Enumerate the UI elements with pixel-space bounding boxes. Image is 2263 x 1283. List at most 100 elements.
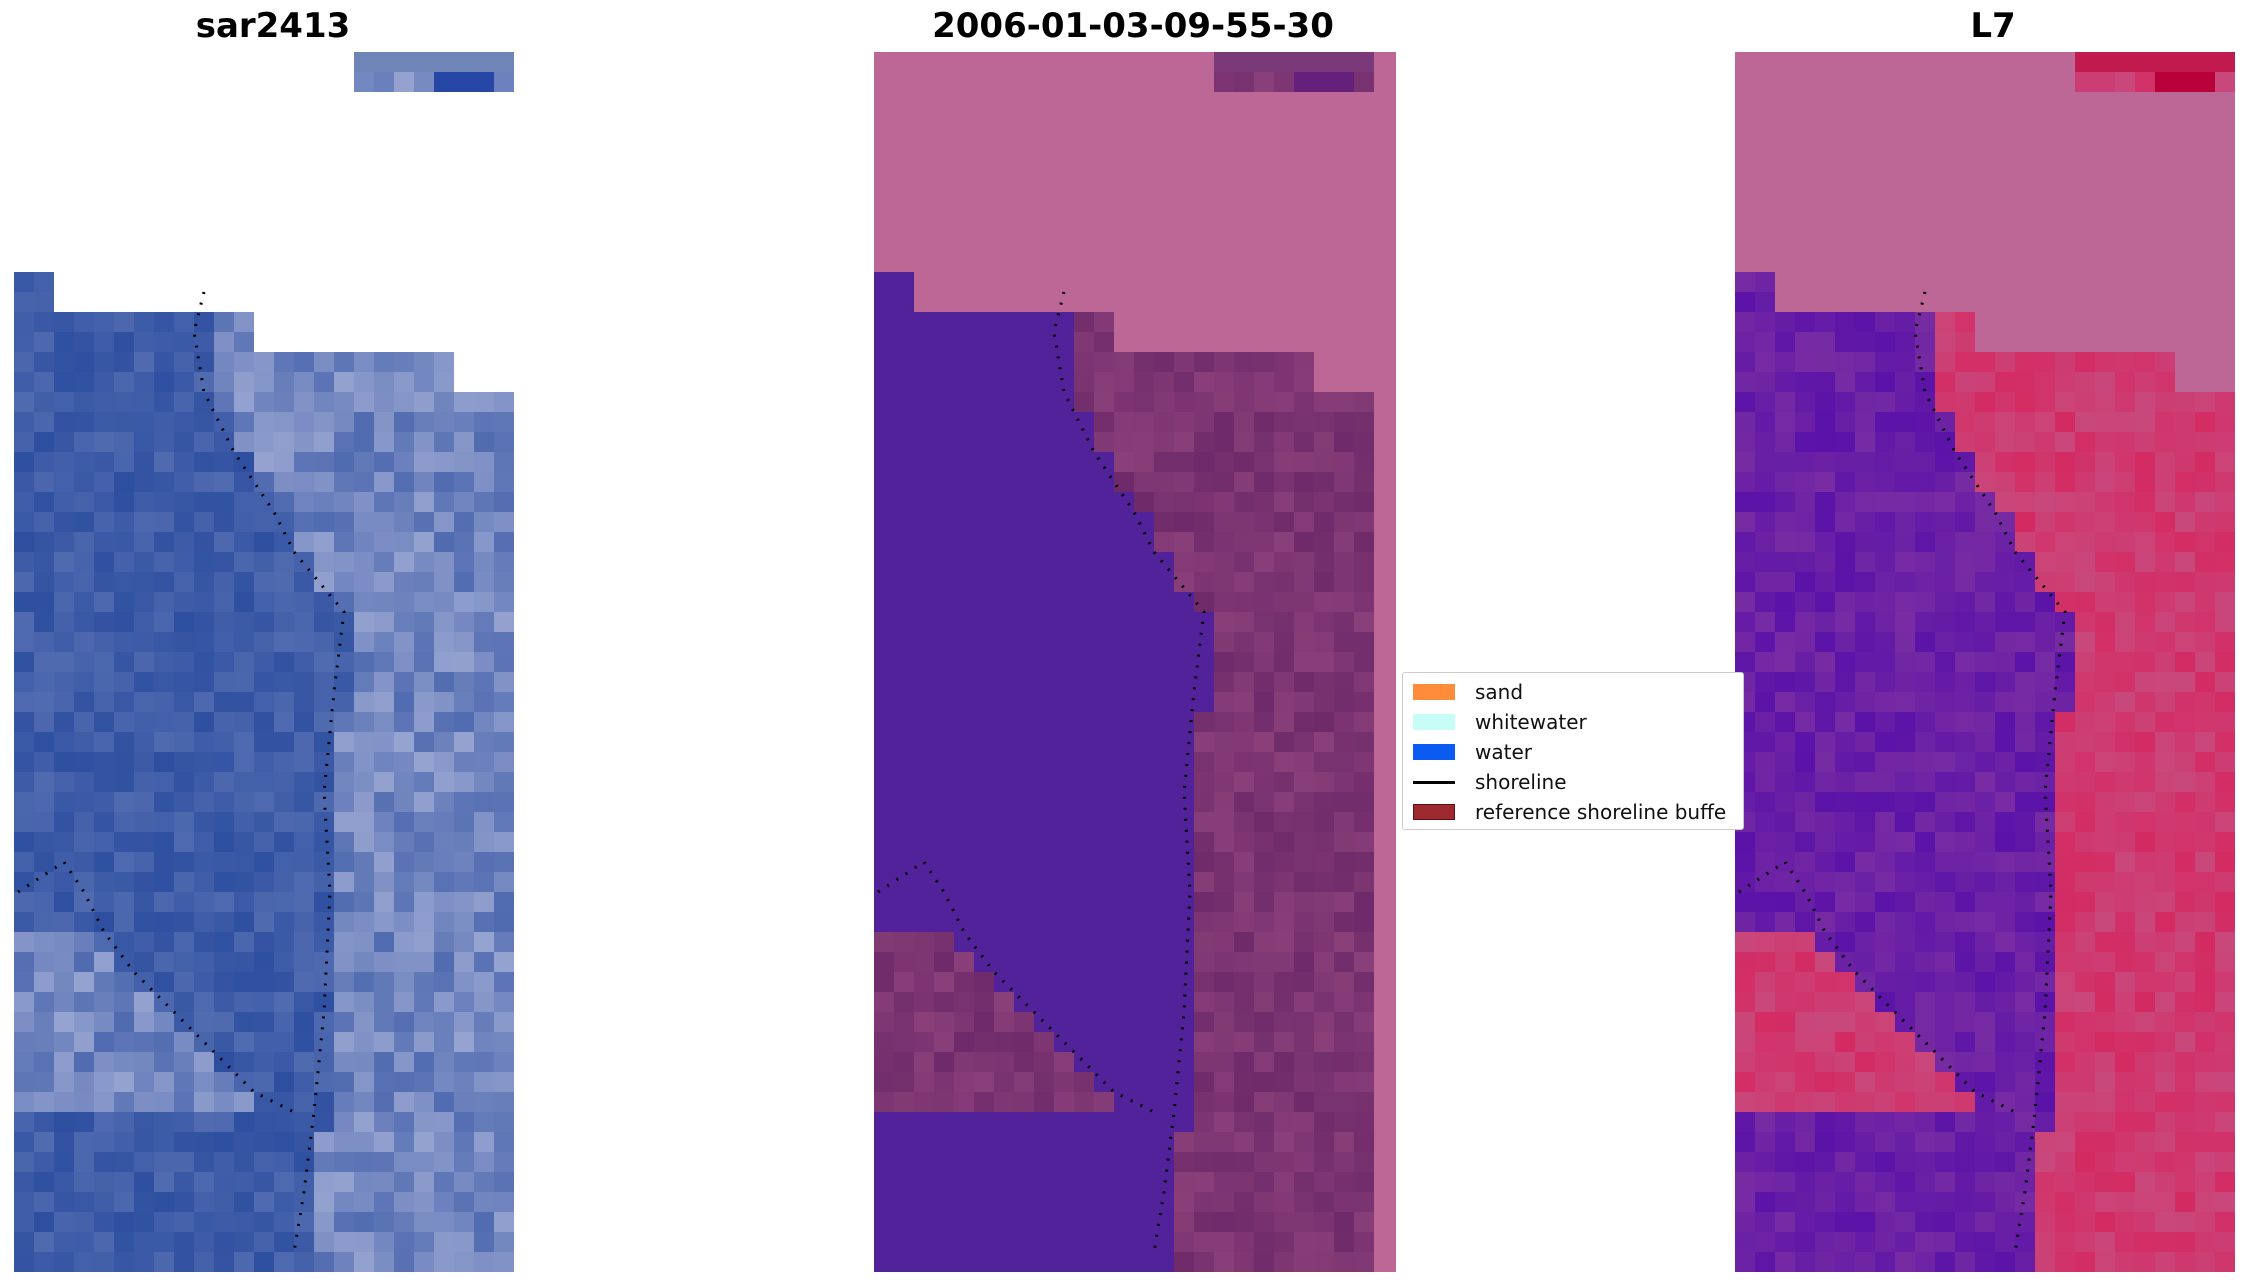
pixel [414, 1132, 434, 1152]
pixel [2215, 612, 2235, 632]
pixel [1014, 772, 1034, 792]
pixel [1735, 432, 1755, 452]
pixel [2015, 1252, 2035, 1272]
pixel [1194, 372, 1214, 392]
pixel [454, 552, 474, 572]
pixel [1074, 1252, 1094, 1272]
pixel [1795, 432, 1815, 452]
pixel [934, 312, 954, 332]
pixel [954, 972, 974, 992]
pixel [1895, 132, 1915, 152]
pixel [434, 72, 494, 92]
pixel [54, 1252, 74, 1272]
pixel [1975, 52, 1995, 72]
pixel [74, 952, 94, 972]
pixel [1755, 1092, 1775, 1112]
pixel [2015, 372, 2035, 392]
pixel [1114, 592, 1134, 612]
pixel [954, 292, 974, 312]
pixel [274, 852, 294, 872]
legend-item-reference-buffer: reference shoreline buffe [1413, 800, 1726, 824]
pixel [1855, 792, 1875, 812]
pixel [1795, 572, 1815, 592]
pixel [414, 72, 434, 92]
pixel [1234, 1192, 1254, 1212]
pixel [1815, 552, 1835, 572]
pixel [974, 172, 994, 192]
pixel [1174, 992, 1194, 1012]
pixel [1094, 592, 1114, 612]
pixel [1314, 992, 1334, 1012]
pixel [374, 532, 394, 552]
pixel [1975, 292, 1995, 312]
pixel [1054, 932, 1074, 952]
pixel [1975, 612, 1995, 632]
pixel [994, 572, 1014, 592]
pixel [1214, 872, 1234, 892]
pixel [174, 332, 194, 352]
pixel [1835, 52, 1855, 72]
pixel [1074, 652, 1094, 672]
pixel [1935, 352, 1955, 372]
pixel [1995, 592, 2015, 612]
pixel [1134, 52, 1154, 72]
pixel [1795, 212, 1815, 232]
pixel [234, 352, 254, 372]
pixel [2195, 612, 2215, 632]
pixel [1294, 812, 1314, 832]
pixel [874, 952, 894, 972]
pixel [1114, 1052, 1134, 1072]
pixel [1975, 432, 1995, 452]
pixel [154, 372, 174, 392]
pixel [2135, 932, 2155, 952]
pixel [194, 892, 214, 912]
pixel [354, 992, 374, 1012]
pixel [1134, 372, 1154, 392]
pixel [2035, 912, 2055, 932]
pixel [14, 432, 34, 452]
pixel [1795, 832, 1815, 852]
pixel [1835, 652, 1855, 672]
pixel [1835, 952, 1855, 972]
pixel [1054, 1052, 1074, 1072]
pixel [1254, 572, 1274, 592]
pixel [1174, 132, 1194, 152]
pixel [2175, 312, 2195, 332]
pixel [954, 132, 974, 152]
pixel [394, 72, 414, 92]
pixel [1775, 592, 1795, 612]
pixel [14, 892, 34, 912]
pixel [1955, 232, 1975, 252]
pixel [2135, 232, 2155, 252]
pixel [1054, 552, 1074, 572]
pixel [934, 1012, 954, 1032]
pixel [254, 1192, 274, 1212]
pixel [1074, 112, 1094, 132]
pixel [114, 772, 134, 792]
pixel [2055, 472, 2075, 492]
pixel [194, 772, 214, 792]
pixel [874, 172, 894, 192]
pixel [194, 1012, 214, 1032]
pixel [1735, 1172, 1755, 1192]
pixel [114, 952, 134, 972]
pixel [414, 1212, 434, 1232]
pixel [1835, 1192, 1855, 1212]
pixel [954, 952, 974, 972]
pixel [214, 552, 234, 572]
pixel [1034, 652, 1054, 672]
pixel [1014, 1252, 1034, 1272]
pixel [1074, 572, 1094, 592]
pixel [1915, 92, 1935, 112]
pixel [1114, 1032, 1134, 1052]
pixel [94, 832, 114, 852]
pixel [54, 592, 74, 612]
pixel [994, 232, 1014, 252]
pixel [1795, 1232, 1815, 1252]
pixel [934, 932, 954, 952]
pixel [2055, 1032, 2075, 1052]
pixel [1795, 1012, 1815, 1032]
pixel [2015, 1232, 2035, 1252]
pixel [1154, 932, 1174, 952]
pixel [34, 392, 54, 412]
